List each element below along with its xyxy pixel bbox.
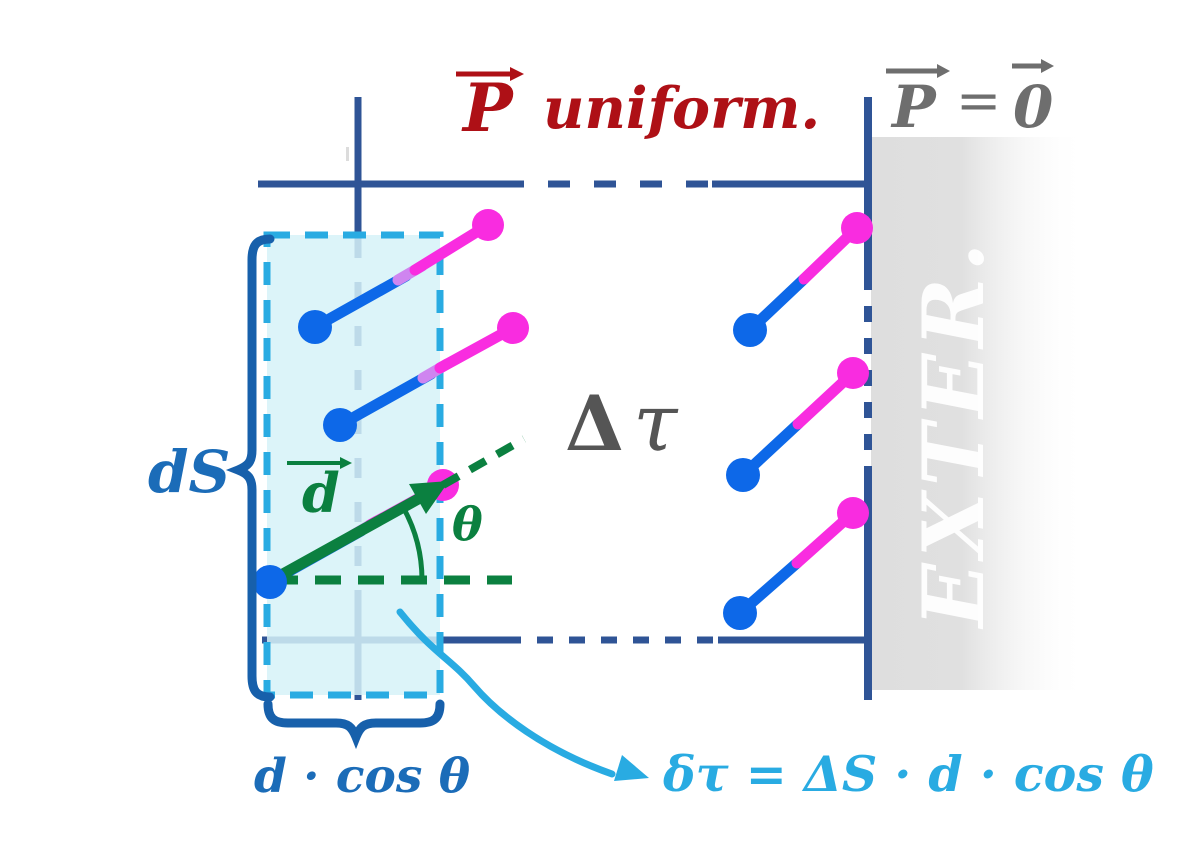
stray-mark bbox=[346, 147, 349, 161]
p-zero-equals-label: = bbox=[956, 69, 1001, 132]
angle-label: θ bbox=[452, 497, 483, 551]
zero-vector-arrow bbox=[1012, 59, 1054, 73]
volume-label: Δ τ bbox=[565, 376, 679, 469]
dipole bbox=[723, 497, 869, 630]
exterior-watermark-label: EXTER. bbox=[904, 237, 1003, 630]
dipole bbox=[733, 212, 873, 347]
displacement-extension-dashed-line bbox=[441, 435, 526, 489]
uniform-label: uniform. bbox=[543, 75, 820, 142]
volume-delta: Δ bbox=[565, 379, 624, 468]
surface-brace bbox=[225, 234, 275, 702]
p-vector-arrow bbox=[456, 67, 524, 81]
dipole bbox=[323, 312, 529, 442]
theta-arc bbox=[400, 505, 425, 581]
displacement-label: d bbox=[302, 461, 340, 525]
curve-annotation-arrow bbox=[396, 608, 649, 781]
projection-label: d · cos θ bbox=[254, 749, 471, 804]
p-symbol-label: P bbox=[461, 69, 515, 147]
volume-tau: τ bbox=[633, 376, 679, 469]
dipole bbox=[726, 357, 869, 492]
surface-slab bbox=[263, 231, 444, 699]
formula-label: δτ = ΔS · d · cos θ bbox=[662, 745, 1154, 803]
dipole-negative-charge bbox=[253, 565, 287, 599]
surface-label: dS bbox=[148, 438, 230, 506]
dipole bbox=[298, 209, 504, 344]
projection-brace bbox=[263, 699, 445, 750]
exterior-region bbox=[871, 137, 1087, 690]
p-zero-zero-label: 0 bbox=[1013, 73, 1053, 141]
displacement-arrow bbox=[266, 481, 449, 586]
p-zero-vector-arrow bbox=[886, 64, 950, 78]
p-zero-p-label: P bbox=[890, 73, 937, 141]
d-vector-overbar-arrow bbox=[287, 457, 352, 469]
